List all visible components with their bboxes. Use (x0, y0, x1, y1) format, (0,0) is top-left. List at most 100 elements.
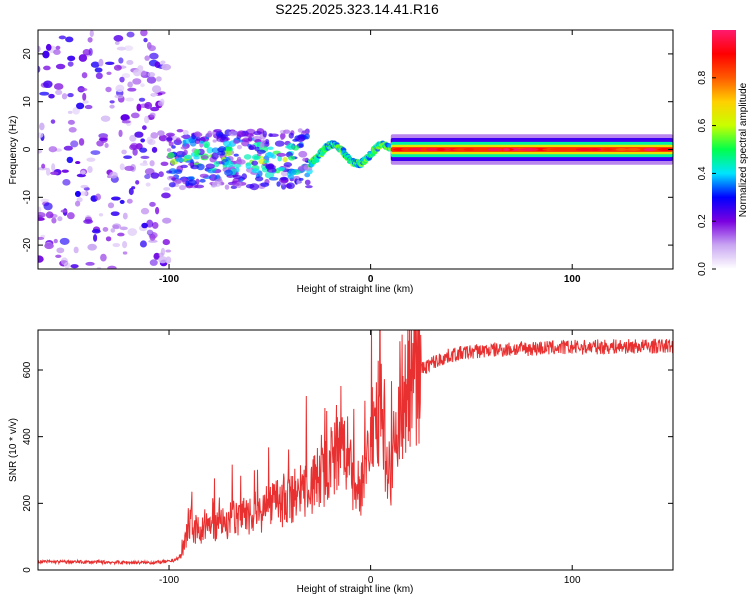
heatmap-cell (54, 83, 64, 90)
colorbar-label: Normalized spectral amplitude (738, 82, 749, 217)
heatmap-cell (80, 191, 87, 196)
heatmap-cell (123, 155, 132, 159)
heatmap-cell (99, 138, 108, 141)
heatmap-cell (144, 102, 152, 109)
heatmap-cell (111, 197, 121, 201)
heatmap-cell (42, 51, 49, 59)
heatmap-cell (225, 184, 230, 189)
heatmap-cell (298, 178, 303, 181)
heatmap-cell (67, 93, 73, 97)
heatmap-cell (39, 92, 49, 96)
heatmap-cell (197, 164, 205, 171)
heatmap-cell (277, 167, 285, 171)
heatmap-cell (43, 66, 51, 71)
heatmap-cell (123, 251, 128, 254)
heatmap-cell (55, 90, 62, 95)
heatmap-cell (120, 200, 125, 204)
heatmap-cell (289, 133, 294, 139)
y-tick-label: 400 (22, 428, 33, 445)
heatmap-cell (95, 68, 103, 73)
heatmap-cell (143, 38, 147, 42)
heatmap-cell (166, 170, 172, 173)
spectrogram-heatmap (34, 29, 682, 271)
heatmap-cell (132, 78, 141, 84)
heatmap-cell (68, 120, 75, 125)
heatmap-cell (232, 183, 240, 187)
heatmap-cell (296, 136, 305, 142)
heatmap-cell (101, 115, 111, 121)
heatmap-cell (249, 183, 259, 190)
heatmap-cell (199, 179, 205, 183)
heatmap-cell (82, 100, 88, 103)
heatmap-cell (283, 129, 290, 133)
heatmap-cell (167, 152, 174, 159)
heatmap-cell (99, 213, 103, 216)
heatmap-cell (183, 130, 189, 135)
heatmap-cell (194, 185, 204, 189)
colorbar-tick-label: 0.0 (697, 262, 708, 276)
heatmap-cell (50, 171, 59, 175)
heatmap-cell (260, 142, 265, 148)
heatmap-cell (158, 256, 167, 263)
heatmap-cell (223, 141, 231, 147)
heatmap-cell (81, 170, 86, 174)
heatmap-cell (234, 154, 239, 157)
heatmap-cell (141, 71, 147, 78)
heatmap-cell (237, 132, 245, 137)
heatmap-cell (125, 98, 134, 102)
heatmap-cell (260, 182, 269, 187)
heatmap-cell (233, 140, 239, 144)
heatmap-cell (163, 239, 170, 245)
heatmap-cell (139, 98, 145, 102)
heatmap-cell (194, 149, 200, 155)
heatmap-cell (185, 181, 189, 187)
heatmap-cell (107, 266, 116, 271)
heatmap-cell (176, 137, 181, 143)
heatmap-cell (150, 172, 159, 178)
heatmap-cell (85, 262, 94, 266)
heatmap-cell (213, 129, 221, 133)
heatmap-cell (148, 72, 155, 77)
heatmap-cell (140, 83, 145, 87)
heatmap-cell (255, 176, 263, 181)
heatmap-cell (82, 72, 88, 78)
heatmap-cell (271, 154, 276, 158)
y-tick-label: 0 (22, 146, 33, 152)
heatmap-cell (100, 254, 107, 262)
x-tick-label: -100 (159, 274, 179, 285)
heatmap-hotspot (518, 148, 538, 151)
heatmap-cell (67, 56, 75, 61)
heatmap-cell (140, 163, 149, 166)
heatmap-cell (267, 146, 273, 149)
heatmap-cell (276, 153, 286, 157)
heatmap-cell (200, 174, 209, 178)
heatmap-cell (87, 166, 92, 173)
heatmap-cell (68, 111, 73, 114)
heatmap-cell (151, 93, 158, 96)
x-tick-label: -100 (159, 575, 179, 586)
heatmap-cell (149, 202, 156, 207)
heatmap-cell (62, 169, 69, 172)
heatmap-cell (87, 244, 97, 251)
heatmap-cell (288, 155, 295, 160)
heatmap-cell (161, 64, 171, 70)
figure: S225.2025.323.14.41.R16 -100 0 100-20-1001… (0, 0, 750, 600)
heatmap-cell (298, 151, 307, 158)
heatmap-cell (86, 157, 95, 161)
heatmap-cell (252, 168, 260, 173)
heatmap-cell (305, 180, 311, 186)
heatmap-cell (194, 131, 201, 136)
heatmap-cell (43, 202, 52, 210)
y-tick-label: -20 (22, 237, 33, 252)
heatmap-cell (36, 217, 45, 220)
colorbar-tick-label: 0.8 (697, 70, 708, 84)
heatmap-cell (91, 62, 100, 68)
heatmap-cell (146, 182, 151, 186)
heatmap-cell (105, 87, 111, 92)
heatmap-cell (206, 163, 215, 168)
heatmap-cell (147, 42, 152, 49)
heatmap-cell (162, 218, 171, 224)
heatmap-cell (263, 130, 267, 137)
heatmap-cell (121, 150, 127, 155)
heatmap-cell (103, 227, 109, 232)
